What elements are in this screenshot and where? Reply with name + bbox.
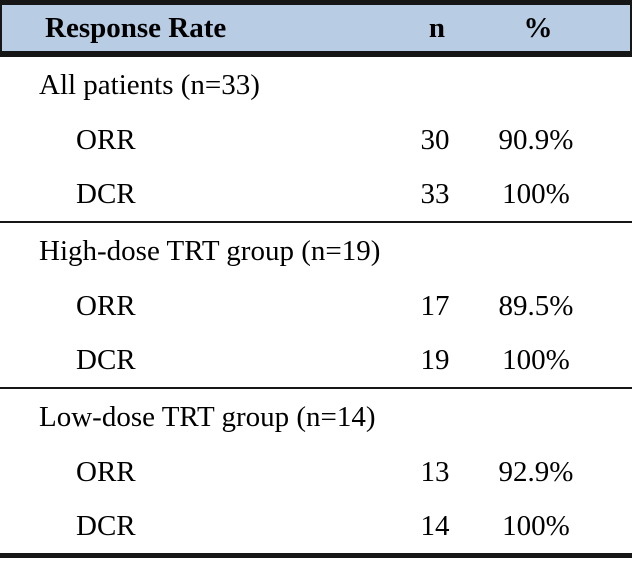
group-header-row: Low-dose TRT group (n=14) bbox=[0, 389, 632, 445]
row-n-value: 30 bbox=[420, 123, 450, 156]
row-label-dcr: DCR bbox=[76, 343, 136, 376]
row-pct-value: 100% bbox=[502, 343, 570, 376]
table-header-row: Response Rate n % bbox=[0, 5, 632, 51]
group-label-all-patients: All patients (n=33) bbox=[39, 68, 260, 101]
group-label-low-dose: Low-dose TRT group (n=14) bbox=[39, 400, 376, 433]
row-n-value: 14 bbox=[420, 509, 450, 542]
row-pct-value: 92.9% bbox=[498, 455, 574, 488]
row-label-orr: ORR bbox=[76, 123, 136, 156]
group-header-row: All patients (n=33) bbox=[0, 57, 632, 113]
column-header-n: n bbox=[428, 11, 446, 44]
table-row-dcr: DCR 14 100% bbox=[0, 499, 632, 553]
table-row-dcr: DCR 19 100% bbox=[0, 333, 632, 387]
column-header-percent: % bbox=[523, 11, 553, 44]
row-pct-value: 90.9% bbox=[498, 123, 574, 156]
table-top-rule bbox=[0, 0, 632, 5]
row-n-value: 33 bbox=[420, 177, 450, 210]
section-high-dose-trt: High-dose TRT group (n=19) ORR 17 89.5% … bbox=[0, 223, 632, 387]
group-label-high-dose: High-dose TRT group (n=19) bbox=[39, 234, 381, 267]
section-divider-rule bbox=[0, 221, 632, 223]
row-n-value: 19 bbox=[420, 343, 450, 376]
row-label-dcr: DCR bbox=[76, 509, 136, 542]
row-label-orr: ORR bbox=[76, 289, 136, 322]
row-pct-value: 100% bbox=[502, 509, 570, 542]
row-pct-value: 89.5% bbox=[498, 289, 574, 322]
header-bottom-rule bbox=[0, 51, 632, 57]
table-bottom-rule bbox=[0, 553, 632, 558]
row-label-dcr: DCR bbox=[76, 177, 136, 210]
table-row-orr: ORR 17 89.5% bbox=[0, 279, 632, 333]
table-row-orr: ORR 13 92.9% bbox=[0, 445, 632, 499]
section-all-patients: All patients (n=33) ORR 30 90.9% DCR 33 … bbox=[0, 57, 632, 221]
section-divider-rule bbox=[0, 387, 632, 389]
table-row-dcr: DCR 33 100% bbox=[0, 167, 632, 221]
column-header-response-rate: Response Rate bbox=[45, 11, 227, 44]
group-header-row: High-dose TRT group (n=19) bbox=[0, 223, 632, 279]
table-row-orr: ORR 30 90.9% bbox=[0, 113, 632, 167]
row-n-value: 13 bbox=[420, 455, 450, 488]
row-pct-value: 100% bbox=[502, 177, 570, 210]
section-low-dose-trt: Low-dose TRT group (n=14) ORR 13 92.9% D… bbox=[0, 389, 632, 553]
row-label-orr: ORR bbox=[76, 455, 136, 488]
row-n-value: 17 bbox=[420, 289, 450, 322]
